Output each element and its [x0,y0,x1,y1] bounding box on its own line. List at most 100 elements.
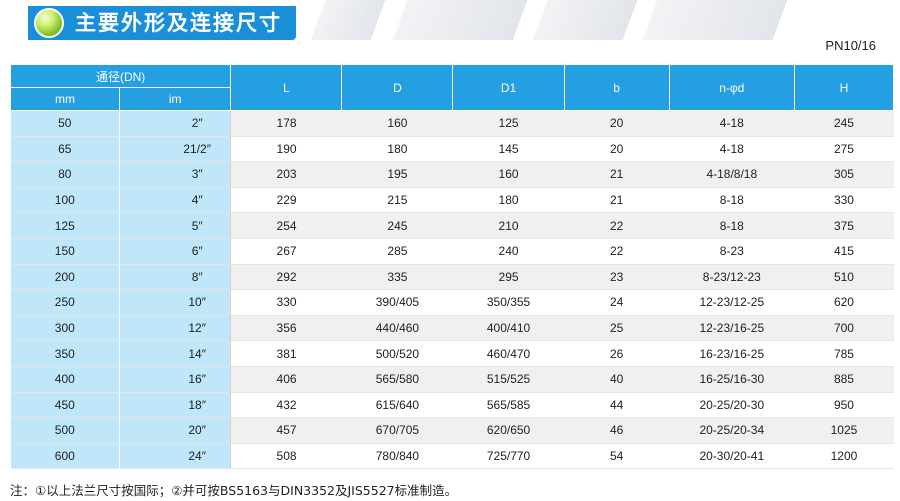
table-cell: 160 [452,161,565,188]
table-cell: 20-25/20-30 [669,392,795,418]
ball-icon [34,8,64,38]
table-cell: 515/525 [452,366,565,393]
header-col: D [341,64,454,111]
table-row: 125 5″ 254 245 210 22 8-18 375 [10,212,894,239]
table-row: 100 4″ 229 215 180 21 8-18 330 [10,187,894,213]
table-cell: 670/705 [341,417,453,444]
table-cell: 375 [794,212,894,239]
table-cell: 457 [230,417,342,444]
table-cell: 510 [794,264,894,290]
table-cell: 203 [230,161,342,188]
table-cell: 335 [341,264,453,290]
table-cell: 350/355 [452,289,565,316]
table-cell: 16-23/16-25 [669,340,795,367]
table-cell: 565/585 [452,392,565,418]
table-cell: 26 [564,340,670,367]
header-col: b [563,64,670,111]
table-cell: 725/770 [452,443,565,469]
table-cell: 20 [564,136,670,162]
table-row: 150 6″ 267 285 240 22 8-23 415 [10,238,894,265]
table-cell: 80 [10,161,121,188]
table-row: 400 16″ 406 565/580 515/525 40 16-25/16-30 885 [10,366,894,393]
table-cell: 780/840 [341,443,453,469]
table-row: 200 8″ 292 335 295 23 8-23/12-23 510 [10,264,894,290]
table-cell: 785 [794,340,894,367]
table-cell: 390/405 [341,289,453,316]
table-row: 500 20″ 457 670/705 620/650 46 20-25/20-34 1025 [10,417,894,444]
table-cell: 615/640 [341,392,453,418]
table-cell: 190 [230,136,342,162]
pressure-standard: PN10/16 [825,38,876,53]
table-cell: 300 [10,315,121,341]
table-cell: 250 [10,289,121,316]
table-row: 250 10″ 330 390/405 350/355 24 12-23/12-25 620 [10,289,894,316]
table-row: 50 2″ 178 160 125 20 4-18 245 [10,110,894,137]
dimension-table: 通径(DN) L D D1 b n-φd H mm im 50 2″ 178 160 1… [9,64,895,469]
table-cell: 229 [230,187,342,213]
table-cell: 4-18 [669,110,795,137]
table-cell: 3″ [119,161,232,188]
table-cell: 330 [794,187,894,213]
table-cell: 21 [564,187,670,213]
table-cell: 620/650 [452,417,565,444]
table-cell: 4″ [119,187,232,213]
table-cell: 50 [10,110,121,137]
table-cell: 178 [230,110,342,137]
table-cell: 5″ [119,212,232,239]
table-row: 80 3″ 203 195 160 21 4-18/8/18 305 [10,161,894,188]
table-cell: 180 [341,136,453,162]
table-cell: 65 [10,136,121,162]
table-cell: 245 [341,212,453,239]
table-cell: 23 [564,264,670,290]
title-bar [28,6,296,40]
table-cell: 4-18 [669,136,795,162]
table-row: 450 18″ 432 615/640 565/585 44 20-25/20-30 950 [10,392,894,418]
table-cell: 4-18/8/18 [669,161,795,188]
table-cell: 245 [794,110,894,137]
table-cell: 700 [794,315,894,341]
table-cell: 8-23 [669,238,795,265]
table-cell: 22 [564,238,670,265]
header-col: n-φd [668,64,795,111]
table-cell: 8-18 [669,212,795,239]
table-cell: 46 [564,417,670,444]
table-cell: 100 [10,187,121,213]
table-cell: 400 [10,366,121,393]
page-title: 主要外形及连接尺寸 [75,11,282,35]
table-cell: 20″ [119,417,232,444]
table-cell: 200 [10,264,121,290]
table-cell: 24 [564,289,670,316]
header-dn: 通径(DN) [9,64,232,88]
table-cell: 12-23/12-25 [669,289,795,316]
table-cell: 24″ [119,443,232,469]
table-row: 350 14″ 381 500/520 460/470 26 16-23/16-25 785 [10,340,894,367]
table-cell: 254 [230,212,342,239]
table-cell: 10″ [119,289,232,316]
table-cell: 275 [794,136,894,162]
header-col: D1 [452,64,565,111]
table-cell: 215 [341,187,453,213]
header-im: im [119,87,232,111]
table-cell: 8″ [119,264,232,290]
table-cell: 54 [564,443,670,469]
footnote: 注：①以上法兰尺寸按国际；②并可按BS5163与DIN3352及JIS5527标… [10,483,458,498]
table-cell: 350 [10,340,121,367]
table-cell: 356 [230,315,342,341]
table-cell: 508 [230,443,342,469]
table-cell: 40 [564,366,670,393]
table-cell: 20-25/20-34 [669,417,795,444]
table-cell: 8-18 [669,187,795,213]
table-cell: 16-25/16-30 [669,366,795,393]
table-row: 300 12″ 356 440/460 400/410 25 12-23/16-25 700 [10,315,894,341]
table-cell: 400/410 [452,315,565,341]
table-cell: 210 [452,212,565,239]
table-cell: 8-23/12-23 [669,264,795,290]
table-cell: 305 [794,161,894,188]
table-cell: 25 [564,315,670,341]
table-cell: 20-30/20-41 [669,443,795,469]
header-mm: mm [9,87,121,111]
table-cell: 1025 [794,417,894,444]
table-cell: 145 [452,136,565,162]
table-cell: 415 [794,238,894,265]
table-cell: 885 [794,366,894,393]
